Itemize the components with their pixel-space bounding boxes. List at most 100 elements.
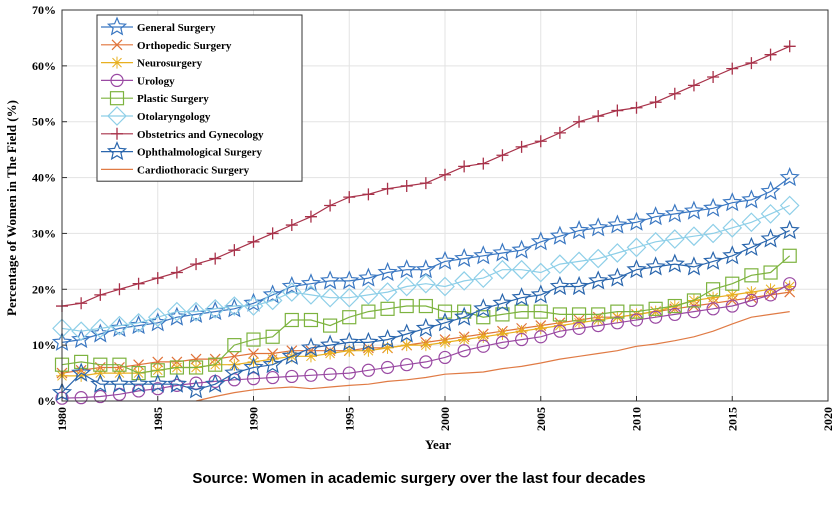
x-tick-label: 2020 (821, 407, 835, 431)
data-point (434, 312, 456, 332)
data-point (626, 211, 647, 231)
data-point (128, 312, 149, 333)
data-point (707, 291, 720, 304)
legend-marker (111, 127, 123, 140)
data-point (247, 235, 260, 248)
data-point (205, 298, 226, 319)
data-point (71, 329, 92, 349)
data-point (588, 248, 609, 269)
data-point (760, 180, 781, 201)
legend-item: Urology (101, 73, 175, 87)
data-point (686, 293, 702, 308)
data-point (588, 217, 609, 237)
data-point (726, 62, 739, 75)
data-point (93, 357, 108, 372)
data-point (209, 252, 222, 265)
data-point (243, 356, 264, 377)
data-point (511, 239, 532, 259)
data-point (227, 338, 242, 353)
data-point (744, 293, 759, 308)
data-point (760, 228, 781, 248)
data-point (664, 203, 685, 223)
legend-label: General Surgery (137, 22, 216, 34)
data-point (630, 101, 643, 114)
data-point (779, 220, 800, 240)
data-point (205, 373, 226, 393)
data-point (511, 287, 532, 307)
data-point (170, 266, 183, 279)
data-point (763, 265, 778, 280)
y-axis-label: Percentage of Women in The Field (%) (4, 100, 19, 316)
data-point (166, 373, 187, 393)
data-point (224, 296, 245, 316)
data-point (684, 226, 704, 247)
data-point (722, 245, 743, 265)
data-point (265, 329, 280, 344)
data-point (763, 288, 778, 302)
x-tick-label: 1985 (151, 407, 165, 431)
data-point (339, 287, 360, 308)
data-point (228, 244, 241, 257)
legend-item: Neurosurgery (101, 56, 203, 70)
data-point (457, 304, 472, 319)
data-point (339, 270, 360, 290)
data-point (610, 316, 624, 330)
data-point (147, 373, 168, 393)
data-point (668, 307, 682, 322)
data-point (648, 301, 663, 316)
data-point (109, 317, 130, 337)
data-point (361, 304, 376, 319)
data-point (224, 362, 245, 382)
data-point (358, 331, 379, 351)
data-point (744, 268, 759, 283)
data-point (167, 301, 187, 322)
data-point (133, 359, 145, 371)
x-tick-label: 1990 (247, 407, 261, 431)
data-point (435, 276, 455, 297)
data-point (782, 248, 797, 263)
data-point (152, 356, 164, 368)
data-point (90, 318, 111, 339)
data-point (611, 104, 624, 117)
data-point (419, 339, 432, 352)
y-tick-label: 30% (32, 226, 56, 240)
data-point (419, 177, 432, 190)
series-ophthalmological-surgery (51, 220, 800, 402)
data-point (320, 270, 341, 290)
data-point (454, 271, 474, 291)
data-point (725, 276, 740, 291)
data-point (515, 140, 528, 153)
data-point (626, 259, 647, 279)
data-point (745, 57, 758, 70)
data-point (186, 301, 206, 322)
data-point (342, 310, 357, 325)
data-point (246, 372, 261, 386)
data-point (419, 355, 433, 369)
data-point (437, 304, 453, 319)
data-point (610, 304, 625, 319)
data-point (572, 321, 586, 335)
data-point (492, 259, 513, 280)
data-point (664, 253, 685, 273)
data-point (343, 191, 356, 204)
data-point (415, 317, 436, 337)
data-point (439, 168, 451, 181)
legend-item: General Surgery (101, 16, 216, 36)
data-point (227, 373, 241, 387)
data-point (645, 256, 666, 276)
data-point (151, 382, 165, 396)
data-point (553, 324, 567, 338)
series-plastic-surgery (54, 248, 797, 381)
data-point (301, 285, 321, 305)
data-point (703, 250, 724, 270)
data-point (188, 360, 204, 375)
data-point (458, 160, 471, 173)
data-point (476, 339, 490, 353)
data-point (396, 259, 417, 279)
data-point (358, 285, 379, 305)
data-point (741, 189, 762, 209)
data-point (362, 344, 375, 357)
data-point (74, 391, 88, 405)
data-point (496, 327, 509, 340)
legend-item: Cardiothoracic Surgery (101, 164, 250, 176)
